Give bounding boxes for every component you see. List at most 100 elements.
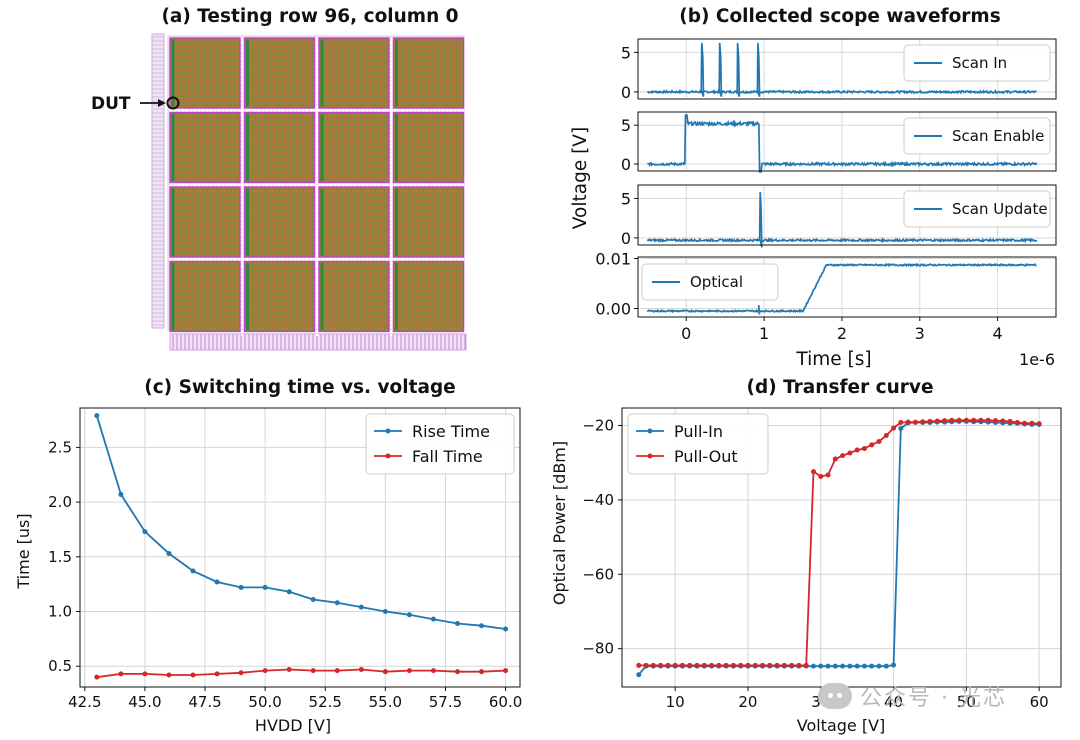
data-point-pull-in — [825, 663, 831, 669]
legend-marker — [385, 428, 391, 434]
data-point-fall-time — [454, 669, 460, 675]
tile-edge-bar — [246, 188, 249, 256]
dut-label: DUT — [91, 94, 131, 114]
data-point-rise-time — [262, 584, 268, 590]
panel-b-x-offset: 1e-6 — [1019, 350, 1055, 369]
data-point-pull-out — [687, 662, 693, 668]
data-point-fall-time — [166, 672, 172, 678]
data-point-rise-time — [358, 604, 364, 610]
y-tick-label: 2.5 — [48, 438, 72, 456]
data-point-rise-time — [334, 600, 340, 606]
panel-c-xlabel: HVDD [V] — [255, 716, 331, 735]
x-tick-label: 40 — [884, 693, 903, 711]
data-point-pull-out — [898, 420, 904, 426]
layout-tile — [169, 37, 241, 109]
data-point-pull-out — [796, 662, 802, 668]
data-point-pull-out — [891, 425, 897, 431]
dut-circle — [166, 96, 180, 110]
data-point-pull-out — [985, 417, 991, 423]
layout-tile — [169, 111, 241, 184]
legend-marker — [647, 428, 653, 434]
data-point-fall-time — [190, 672, 196, 678]
data-point-pull-out — [810, 469, 816, 475]
legend-box — [903, 190, 1051, 228]
series-line-rise-time — [95, 415, 506, 630]
data-point-rise-time — [214, 579, 220, 585]
data-point-fall-time — [406, 668, 412, 674]
legend-label: Fall Time — [412, 447, 483, 466]
panel-b-ylabel: Voltage [V] — [570, 127, 591, 229]
panel-d-xlabel: Voltage [V] — [797, 716, 886, 735]
y-tick-label: 5 — [621, 189, 631, 208]
waveform-line-scan-update — [646, 192, 1038, 248]
waveform-line-scan-enable — [647, 114, 1038, 173]
data-point-fall-time — [142, 671, 148, 677]
layout-tile — [318, 186, 390, 258]
panel-c-title: (c) Switching time vs. voltage — [144, 377, 455, 398]
x-tick-label: 57.5 — [429, 693, 462, 711]
layout-tile — [392, 186, 465, 258]
x-tick-label: 3 — [915, 324, 925, 343]
data-point-fall-time — [286, 666, 292, 672]
layout-tile — [392, 260, 465, 333]
x-tick-label: 1 — [759, 324, 769, 343]
legend-label: Scan In — [952, 54, 1007, 72]
data-point-pull-out — [709, 662, 715, 668]
data-point-pull-out — [949, 417, 955, 423]
x-tick-label: 47.5 — [188, 693, 221, 711]
data-point-pull-out — [803, 662, 809, 668]
data-point-rise-time — [166, 551, 172, 557]
y-tick-label: −80 — [582, 640, 614, 658]
plot-frame — [637, 256, 1057, 318]
data-point-pull-out — [942, 418, 948, 424]
tile-edge-bar — [395, 39, 398, 107]
legend-marker — [385, 453, 391, 459]
plot-frame — [79, 407, 521, 688]
data-point-pull-in — [832, 663, 838, 669]
data-point-pull-in — [861, 663, 867, 669]
panel-d-chart: (d) Transfer curve 102030405060−20−40−60… — [550, 377, 1062, 735]
data-point-pull-out — [927, 418, 933, 424]
scope-subplot: 0 5 Scan Enable — [621, 111, 1057, 174]
scope-subplot: 0.00 0.01 Optical — [595, 250, 1057, 319]
series-line-fall-time — [96, 668, 506, 679]
layout-tile — [318, 260, 390, 333]
y-tick-label: 0.00 — [595, 300, 631, 319]
panel-c-ylabel: Time [us] — [14, 513, 33, 589]
x-tick-label: 42.5 — [68, 693, 101, 711]
legend: Rise Time Fall Time — [365, 413, 515, 475]
x-tick-label: 2 — [837, 324, 847, 343]
data-point-pull-out — [694, 662, 700, 668]
watermark-text: 公众号 · 光芯 — [860, 686, 1007, 711]
panel-b-xlabel: Time [s] — [795, 349, 871, 370]
legend: Pull-In Pull-Out — [627, 413, 769, 475]
panel-d-title: (d) Transfer curve — [747, 377, 934, 398]
x-tick-label: 50 — [957, 693, 976, 711]
x-tick-label: 45.0 — [128, 693, 161, 711]
layout-tile — [243, 111, 316, 184]
plot-frame — [637, 184, 1057, 246]
plot-frame — [637, 111, 1057, 172]
legend-label: Rise Time — [412, 422, 490, 441]
data-point-pull-out — [912, 419, 918, 425]
data-point-pull-in — [840, 663, 846, 669]
x-tick-label: 60 — [1030, 693, 1049, 711]
data-point-pull-out — [818, 473, 824, 479]
panel-a-title: (a) Testing row 96, column 0 — [161, 6, 458, 27]
data-point-pull-out — [636, 662, 642, 668]
layout-tile — [169, 260, 241, 333]
data-point-pull-out — [781, 662, 787, 668]
data-point-fall-time — [118, 671, 124, 677]
scope-subplot: 0 5 Scan Update — [621, 184, 1057, 248]
layout-tile — [169, 186, 241, 258]
x-tick-label: 10 — [666, 693, 685, 711]
data-point-pull-out — [665, 662, 671, 668]
layout-tile — [243, 260, 316, 333]
legend-label: Optical — [690, 273, 743, 291]
tile-edge-bar — [171, 188, 175, 256]
data-point-pull-out — [701, 662, 707, 668]
legend-marker — [647, 453, 653, 459]
y-tick-label: 0.01 — [595, 250, 631, 269]
